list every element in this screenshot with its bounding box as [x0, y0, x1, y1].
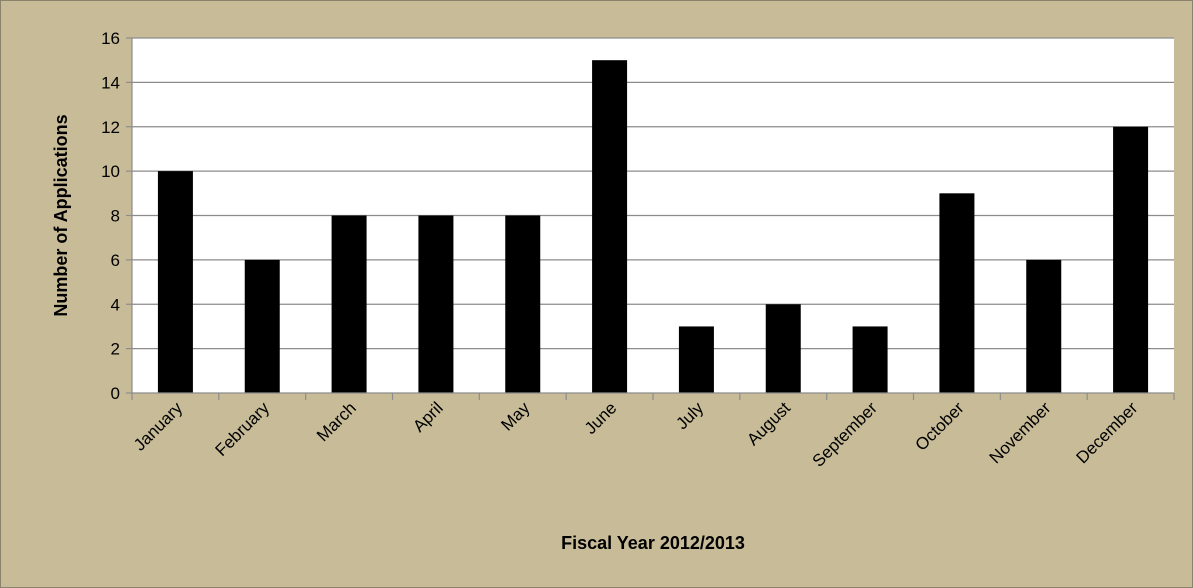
- x-tick-label-july: July: [672, 398, 707, 433]
- bar-january: [157, 171, 193, 393]
- y-tick-label: 16: [101, 29, 120, 48]
- y-tick-label: 14: [101, 73, 120, 92]
- x-axis-title: Fiscal Year 2012/2013: [561, 533, 745, 553]
- x-tick-label-september: September: [809, 398, 881, 470]
- y-tick-label: 2: [111, 340, 120, 359]
- bars: [157, 60, 1149, 393]
- bar-august: [765, 304, 801, 393]
- x-tick-label-may: May: [497, 398, 533, 434]
- bar-june: [592, 60, 628, 393]
- bar-february: [244, 259, 280, 393]
- y-tick-label: 12: [101, 118, 120, 137]
- x-tick-label-november: November: [986, 398, 1055, 467]
- bar-september: [852, 326, 888, 393]
- bar-december: [1113, 126, 1149, 393]
- x-tick-label-january: January: [130, 398, 187, 455]
- bar-april: [418, 215, 454, 393]
- gridlines: [126, 37, 1174, 394]
- x-tick-labels: January February March April May June July Augu…: [130, 398, 1142, 471]
- bar-october: [939, 193, 975, 393]
- x-tick-label-february: February: [212, 398, 274, 460]
- x-tick-label-april: April: [409, 398, 446, 435]
- bar-march: [331, 215, 367, 393]
- y-tick-label: 0: [111, 384, 120, 403]
- x-tick-label-june: June: [581, 398, 621, 438]
- bar-july: [678, 326, 714, 393]
- x-tick-label-october: October: [912, 398, 968, 454]
- y-tick-label: 4: [111, 295, 120, 314]
- bar-november: [1026, 259, 1062, 393]
- x-tick-label-march: March: [313, 398, 360, 445]
- y-axis-title: Number of Applications: [51, 114, 71, 316]
- axes: [131, 38, 1175, 400]
- y-tick-label: 8: [111, 207, 120, 226]
- y-tick-labels: 0 2 4 6 8 10 12 14 16: [101, 29, 120, 403]
- bar-may: [505, 215, 541, 393]
- x-tick-label-august: August: [743, 398, 794, 449]
- x-tick-label-december: December: [1073, 398, 1142, 467]
- y-tick-label: 10: [101, 162, 120, 181]
- y-tick-label: 6: [111, 251, 120, 270]
